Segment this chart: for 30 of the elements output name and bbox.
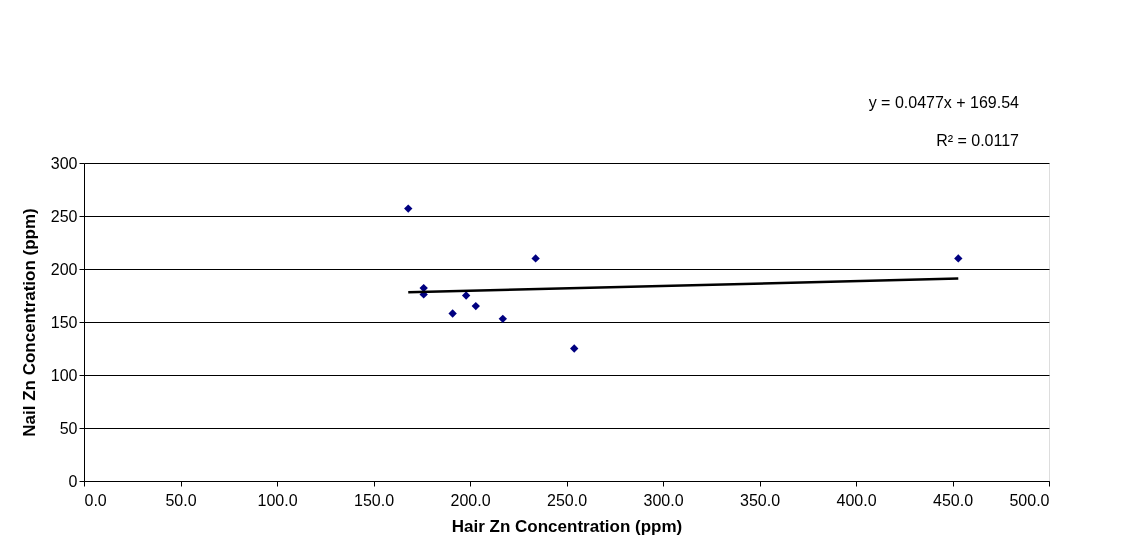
- x-tick-label: 500.0: [1009, 491, 1050, 509]
- text: R² = 0.0117: [936, 132, 1020, 149]
- y-tick-label: 200: [50, 260, 78, 278]
- point: [954, 254, 963, 263]
- y-tick-label: 150: [50, 313, 78, 331]
- x-tick-label: 100.0: [257, 491, 298, 509]
- x-tick-label: 400.0: [836, 491, 877, 509]
- y-axis-title: Nail Zn Concentration (ppm): [19, 208, 39, 437]
- x-axis-title: Hair Zn Concentration (ppm): [451, 516, 683, 536]
- y-tick-label: 0: [68, 472, 78, 490]
- point: [498, 314, 507, 323]
- x-tick-label: 250.0: [546, 491, 588, 509]
- x-tick-label: 200.0: [450, 491, 491, 509]
- point: [404, 204, 413, 213]
- x-tick-label: 50.0: [165, 491, 197, 509]
- point: [570, 344, 579, 353]
- x-tick-label: 300.0: [643, 491, 684, 509]
- x-tick-label: 450.0: [932, 491, 974, 509]
- x-tick-label: 0.0: [84, 491, 107, 509]
- point: [471, 301, 480, 311]
- text: y = 0.0477x + 169.54: [868, 94, 1020, 111]
- point: [531, 254, 540, 263]
- point: [461, 291, 471, 300]
- y-tick-label: 250: [50, 207, 78, 225]
- y-tick-label: 50: [59, 419, 78, 437]
- y-tick-label: 300: [50, 154, 78, 172]
- y-tick-label: 100: [50, 366, 78, 384]
- x-tick-label: 150.0: [353, 491, 395, 509]
- point: [448, 309, 457, 318]
- x-tick-label: 350.0: [739, 491, 781, 509]
